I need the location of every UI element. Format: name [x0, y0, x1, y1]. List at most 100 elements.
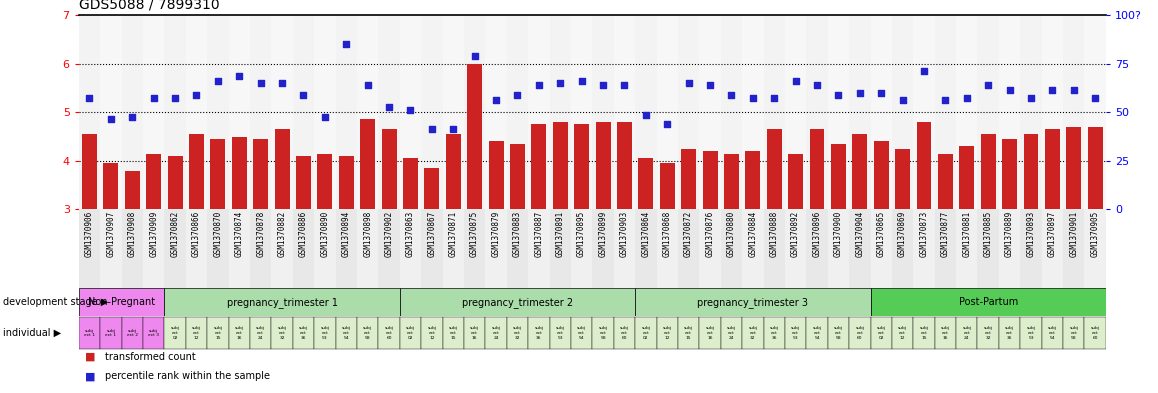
- Bar: [571, 317, 593, 349]
- Bar: [635, 288, 871, 316]
- Bar: [228, 317, 250, 349]
- Bar: [999, 209, 1020, 288]
- Text: GSM1370900: GSM1370900: [834, 211, 843, 257]
- Bar: [271, 317, 293, 349]
- Bar: [357, 317, 379, 349]
- Bar: [168, 156, 183, 209]
- Text: ■: ■: [85, 352, 95, 362]
- Point: [444, 126, 462, 132]
- Bar: [657, 15, 677, 209]
- Text: subj
ect
32: subj ect 32: [513, 327, 522, 340]
- Bar: [79, 317, 100, 349]
- Bar: [442, 209, 464, 288]
- Text: subj
ect
54: subj ect 54: [1048, 327, 1057, 340]
- Text: GSM1370891: GSM1370891: [556, 211, 565, 257]
- Bar: [228, 209, 250, 288]
- Text: subj
ect
36: subj ect 36: [299, 327, 308, 340]
- Text: subj
ect
02: subj ect 02: [170, 327, 179, 340]
- Bar: [211, 139, 226, 209]
- Bar: [357, 209, 379, 288]
- Text: GSM1370908: GSM1370908: [127, 211, 137, 257]
- Bar: [164, 15, 185, 209]
- Point: [808, 82, 827, 88]
- Point: [273, 80, 292, 86]
- Point: [251, 80, 270, 86]
- Point: [723, 92, 741, 98]
- Bar: [142, 15, 164, 209]
- Text: GSM1370880: GSM1370880: [727, 211, 736, 257]
- Point: [188, 92, 206, 98]
- Text: GSM1370892: GSM1370892: [791, 211, 800, 257]
- Bar: [446, 134, 461, 209]
- Bar: [422, 15, 442, 209]
- Point: [786, 77, 805, 84]
- Bar: [189, 134, 204, 209]
- Bar: [400, 317, 422, 349]
- Bar: [228, 15, 250, 209]
- Point: [358, 82, 376, 88]
- Bar: [785, 317, 806, 349]
- Point: [337, 41, 356, 47]
- Text: GSM1370888: GSM1370888: [770, 211, 778, 257]
- Point: [893, 97, 911, 103]
- Bar: [550, 317, 571, 349]
- Bar: [809, 129, 824, 209]
- Bar: [381, 129, 396, 209]
- Text: GSM1370898: GSM1370898: [364, 211, 372, 257]
- Bar: [271, 15, 293, 209]
- Bar: [657, 209, 677, 288]
- Bar: [614, 317, 635, 349]
- Bar: [593, 317, 614, 349]
- Bar: [635, 15, 657, 209]
- Point: [401, 107, 419, 113]
- Bar: [806, 209, 828, 288]
- Bar: [593, 209, 614, 288]
- Text: GSM1370907: GSM1370907: [107, 211, 116, 257]
- Bar: [720, 317, 742, 349]
- Bar: [400, 15, 422, 209]
- Text: subj
ect
32: subj ect 32: [983, 327, 992, 340]
- Text: subj
ect
60: subj ect 60: [856, 327, 864, 340]
- Bar: [806, 15, 828, 209]
- Bar: [677, 15, 699, 209]
- Bar: [146, 154, 161, 209]
- Text: subj
ect
16: subj ect 16: [235, 327, 243, 340]
- Bar: [79, 15, 100, 209]
- Bar: [1020, 209, 1042, 288]
- Bar: [1002, 139, 1017, 209]
- Bar: [635, 317, 657, 349]
- Bar: [571, 15, 592, 209]
- Bar: [528, 209, 550, 288]
- Text: subj
ect
24: subj ect 24: [727, 327, 736, 340]
- Point: [1064, 87, 1083, 94]
- Bar: [528, 15, 550, 209]
- Text: GSM1370863: GSM1370863: [406, 211, 415, 257]
- Point: [423, 126, 441, 132]
- Text: subj
ect
02: subj ect 02: [642, 327, 651, 340]
- Text: GSM1370894: GSM1370894: [342, 211, 351, 257]
- Text: pregnancy_trimester 2: pregnancy_trimester 2: [462, 297, 573, 308]
- Bar: [250, 209, 271, 288]
- Bar: [999, 317, 1020, 349]
- Point: [1043, 87, 1062, 94]
- Bar: [403, 158, 418, 209]
- Bar: [122, 317, 142, 349]
- Bar: [828, 15, 849, 209]
- Bar: [916, 122, 931, 209]
- Bar: [892, 15, 914, 209]
- Bar: [142, 209, 164, 288]
- Bar: [593, 15, 614, 209]
- Point: [743, 94, 762, 101]
- Bar: [360, 119, 375, 209]
- Bar: [1063, 209, 1085, 288]
- Point: [1021, 94, 1040, 101]
- Bar: [981, 134, 996, 209]
- Bar: [532, 124, 547, 209]
- Bar: [164, 317, 185, 349]
- Bar: [892, 209, 914, 288]
- Text: subj
ect
58: subj ect 58: [364, 327, 372, 340]
- Bar: [699, 15, 720, 209]
- Bar: [100, 15, 122, 209]
- Bar: [742, 317, 763, 349]
- Bar: [935, 15, 957, 209]
